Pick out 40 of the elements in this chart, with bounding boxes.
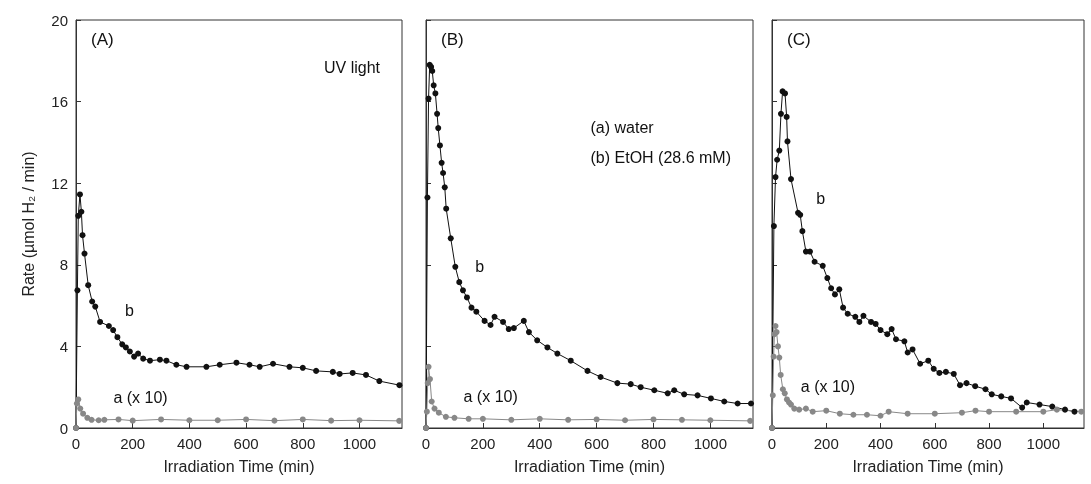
y-tick-label: 0 bbox=[59, 419, 68, 437]
text: (A) bbox=[91, 30, 114, 49]
annotation: b bbox=[816, 190, 826, 208]
x-axis-title: Irradiation Time (min) bbox=[513, 457, 666, 475]
x-tick-label: 1000 bbox=[342, 435, 377, 452]
y-tick-label: 4 bbox=[59, 337, 68, 355]
x-tick-label: 200 bbox=[470, 435, 496, 452]
annotation: b bbox=[124, 301, 134, 319]
x-tick-label: 200 bbox=[120, 435, 146, 452]
text: (B) bbox=[441, 30, 464, 49]
x-axis-title: Irradiation Time (min) bbox=[852, 457, 1004, 475]
x-tick-label: 800 bbox=[640, 435, 666, 452]
annotation: a (x 10) bbox=[113, 388, 168, 406]
x-tick-label: 1000 bbox=[693, 435, 728, 452]
x-tick-label: 400 bbox=[527, 435, 553, 452]
y-tick-label: 20 bbox=[51, 11, 68, 29]
x-tick-label: 600 bbox=[233, 435, 259, 452]
x-tick-label: 600 bbox=[584, 435, 610, 452]
x-tick-label: 0 bbox=[421, 435, 431, 452]
x-tick-label: 800 bbox=[290, 435, 316, 452]
y-tick-label: 16 bbox=[51, 93, 68, 111]
x-tick-label: 600 bbox=[922, 435, 948, 452]
y-tick-label: 12 bbox=[51, 174, 68, 192]
x-axis-title: Irradiation Time (min) bbox=[163, 457, 315, 475]
annotation: (b) EtOH (28.6 mM) bbox=[590, 148, 732, 166]
x-tick-label: 400 bbox=[868, 435, 894, 452]
y-axis-title: Rate (µmol H₂ / min) bbox=[19, 151, 37, 297]
x-tick-label: 800 bbox=[976, 435, 1002, 452]
x-tick-label: 1000 bbox=[1026, 435, 1060, 452]
annotation: a (x 10) bbox=[800, 378, 856, 396]
annotation: UV light bbox=[323, 58, 381, 76]
annotation: a (x 10) bbox=[463, 388, 518, 406]
x-tick-label: 0 bbox=[767, 435, 777, 452]
text: (C) bbox=[787, 30, 811, 49]
x-tick-label: 0 bbox=[71, 435, 81, 452]
x-tick-label: 200 bbox=[813, 435, 839, 452]
x-tick-label: 400 bbox=[176, 435, 202, 452]
annotation: b bbox=[475, 257, 485, 275]
annotation: (a) water bbox=[590, 118, 655, 136]
y-tick-label: 8 bbox=[59, 256, 68, 274]
